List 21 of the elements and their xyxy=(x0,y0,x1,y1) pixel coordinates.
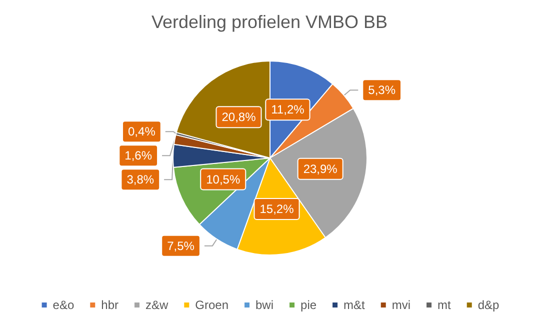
chart-title: Verdeling profielen VMBO BB xyxy=(151,12,388,32)
legend-label: hbr xyxy=(101,298,118,312)
data-label: 11,2% xyxy=(271,102,305,117)
legend-label: Groen xyxy=(195,298,229,312)
data-label: 3,8% xyxy=(126,172,154,187)
data-label: 10,5% xyxy=(206,172,240,186)
data-label: 15,2% xyxy=(260,202,294,216)
legend-label: m&t xyxy=(344,298,366,312)
data-label: 0,4% xyxy=(128,124,156,139)
data-label: 5,3% xyxy=(368,83,396,98)
data-label: 20,8% xyxy=(222,110,256,124)
data-label: 23,9% xyxy=(303,162,338,176)
data-label: 1,6% xyxy=(124,148,152,163)
legend-label: bwi xyxy=(256,298,274,312)
data-label: 7,5% xyxy=(167,238,195,253)
legend-label: pie xyxy=(300,298,317,312)
legend-label: e&o xyxy=(52,298,74,312)
legend-label: z&w xyxy=(145,298,168,312)
legend-label: mvi xyxy=(392,298,411,312)
legend-label: d&p xyxy=(478,298,500,312)
legend-label: mt xyxy=(438,298,452,312)
